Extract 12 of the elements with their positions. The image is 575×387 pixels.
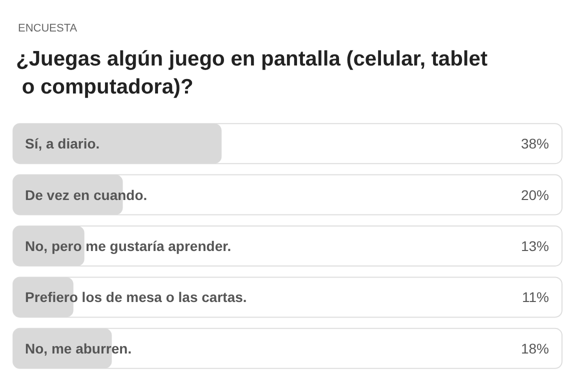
y-tick-label: Sí, a diario. [25,136,100,152]
data-label: 13% [520,238,549,254]
data-label: 38% [520,136,549,152]
data-label: 20% [520,186,549,203]
y-tick-label: De vez en cuando. [25,186,148,203]
data-label: 18% [520,340,549,356]
y-tick-label: No, pero me gustaría aprender. [25,238,232,254]
data-label: 11% [522,289,549,306]
y-tick-label: No, me aburren. [25,340,132,356]
chart-subtitle: ENCUESTA [18,22,78,34]
chart-title: ¿Juegas algún juego en pantalla (celular, tablet o computadora)? [16,48,488,98]
y-tick-label: Prefiero los de mesa o las cartas. [25,289,247,306]
